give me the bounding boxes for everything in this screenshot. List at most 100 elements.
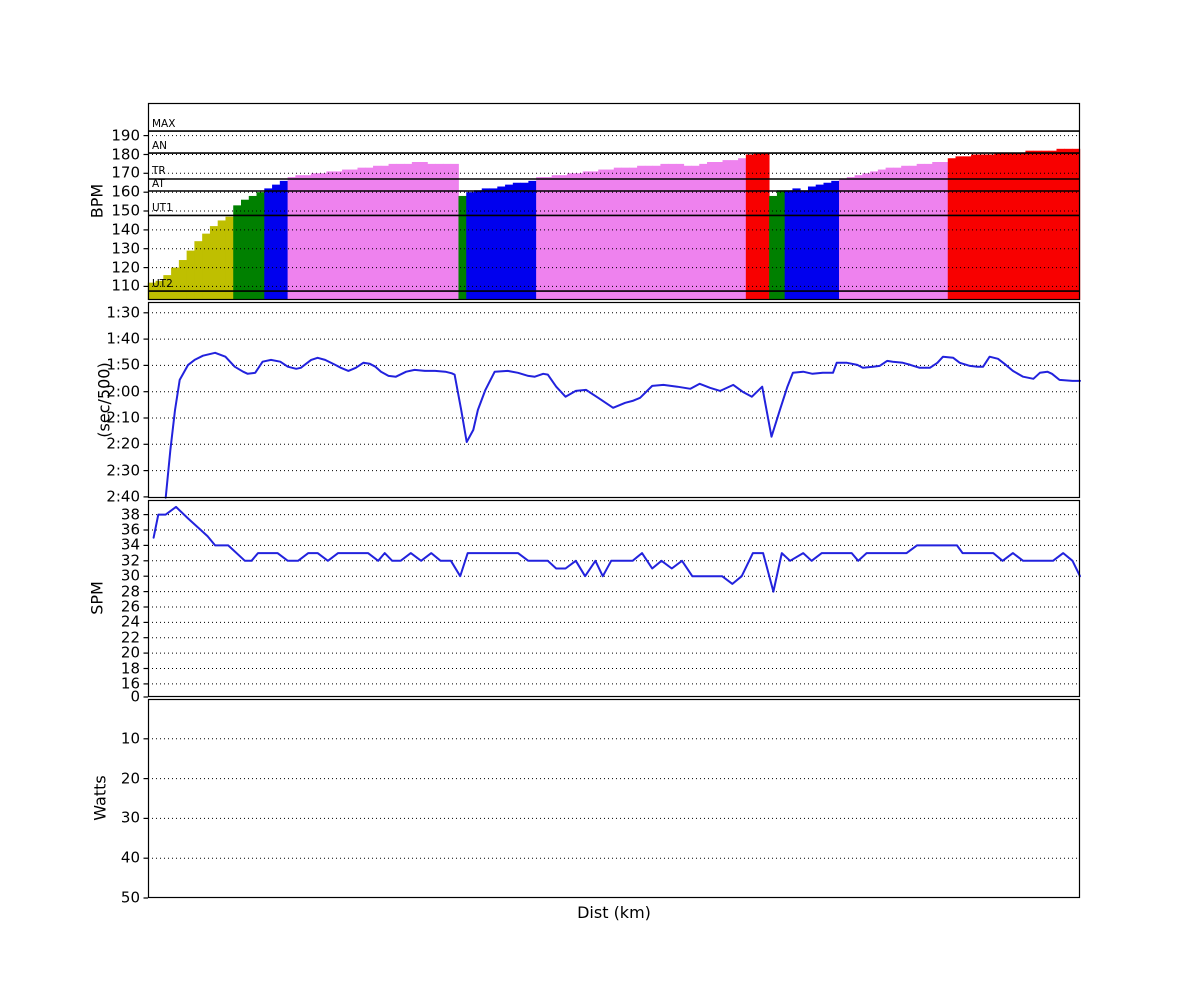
hr-zone-bar [1064,148,1073,300]
hr-zone-bar [202,233,211,300]
hr-zone-bar [411,162,421,300]
hr-zone-bar [1033,150,1042,300]
watts-spine [147,698,1081,899]
pace-per-500m-ytick: 1:40 [106,329,140,348]
hr-zone-bar [349,169,358,300]
hr-zone-bar [839,178,848,300]
pace-per-500m-spine [147,301,1081,499]
hr-zone-bar [310,173,320,300]
hr-zone-bar [1025,150,1034,300]
hr-zone-bar [753,152,762,300]
hr-zone-bar [691,165,700,300]
hr-zone-bar [761,152,770,300]
hr-zone-bar [776,190,786,300]
hr-zone-bar [660,163,669,300]
hr-zone-bar [971,154,980,300]
hr-zone-bar [404,163,413,300]
watts-ytick: 20 [120,769,140,788]
hr-zone-bar [388,163,397,300]
hr-zone-bar [178,260,188,300]
zone-label-tr: TR [152,165,166,178]
hr-zone-bar [986,154,995,300]
strokes-per-minute-ytick: 24 [120,612,140,631]
hr-zone-bar [497,186,506,300]
hr-zone-bar [738,158,747,300]
hr-zone-bar [963,156,972,300]
hr-zone-bar [590,171,599,300]
hr-zone-bar [652,165,661,300]
hr-zone-bar [916,163,925,300]
hr-zone-bar [225,216,234,300]
hr-zone-bar [287,177,296,300]
hr-zone-bar [675,163,685,300]
hr-zone-bar [1017,152,1026,300]
strokes-per-minute-ytick: 28 [120,582,140,601]
zone-label-at: AT [152,177,165,190]
hr-zone-bar [885,167,894,300]
hr-zone-bar [745,154,754,300]
hr-zone-bar [474,190,483,300]
hr-zone-bar [862,173,871,300]
hr-zone-bar [419,162,428,300]
hr-zone-bar [567,173,576,300]
heart-rate-zones-ytick: 190 [111,126,140,145]
hr-zone-bar [194,241,203,300]
watts-ytick: 40 [120,848,140,867]
hr-zone-bar [341,169,351,300]
hr-zone-bar [800,190,809,300]
hr-zone-bar [908,165,918,300]
watts-ytick: 10 [120,729,140,748]
hr-zone-bar [629,167,638,300]
hr-zone-bar [831,180,840,300]
hr-zone-bar [699,163,708,300]
hr-zone-bar [854,175,863,300]
hr-zone-bar [512,182,521,300]
hr-zone-bar [792,188,801,300]
heart-rate-zones-ytick: 120 [111,258,140,277]
strokes-per-minute-ytick: 16 [120,674,140,693]
hr-zone-bar [730,160,739,300]
hr-zone-bar [947,158,956,300]
watts-ytick: 50 [120,888,140,907]
hr-zone-bar [233,205,242,300]
hr-zone-bar [442,163,452,300]
strokes-per-minute-ytick: 38 [120,505,140,524]
pace-per-500m-ytick: 2:00 [106,382,140,401]
pace-per-500m-ytick: 2:30 [106,461,140,480]
hr-zone-bar [722,160,731,300]
hr-zone-bar [256,192,265,300]
hr-zone-bar [171,267,180,300]
heart-rate-zones-ytick: 140 [111,220,140,239]
watts-ytick: 30 [120,808,140,827]
strokes-per-minute-ytick: 0 [130,687,140,706]
strokes-per-minute-ytick: 22 [120,628,140,647]
hr-zone-bar [606,169,615,300]
heart-rate-zones-ytick: 170 [111,163,140,182]
hr-zone-bar [574,173,584,300]
axis-label-dist: Dist (km) [577,903,651,922]
pace-per-500m-ytick: 1:30 [106,303,140,322]
pace-per-500m-line [164,351,1081,499]
hr-zone-bar [815,184,824,300]
hr-zone-bar [365,167,374,300]
hr-zone-bar [318,173,327,300]
pace-per-500m-ytick: 1:50 [106,355,140,374]
hr-zone-bar [264,188,273,300]
hr-zone-bar [924,163,933,300]
hr-zone-bar [807,186,817,300]
hr-zone-bar [380,165,389,300]
hr-zone-bar [784,190,793,300]
pace-per-500m-ytick: 2:10 [106,408,140,427]
hr-zone-bar [559,175,568,300]
strokes-per-minute-ytick: 36 [120,520,140,539]
hr-zone-bar [637,165,646,300]
hr-zone-bar [334,171,343,300]
hr-zone-bar [1056,148,1065,300]
heart-rate-zones-ytick: 130 [111,239,140,258]
hr-zone-bar [543,177,553,300]
hr-zone-bar [326,171,335,300]
hr-zone-bar [613,167,622,300]
heart-rate-zones-spine [147,102,1081,301]
pace-per-500m-ytick: 2:20 [106,434,140,453]
